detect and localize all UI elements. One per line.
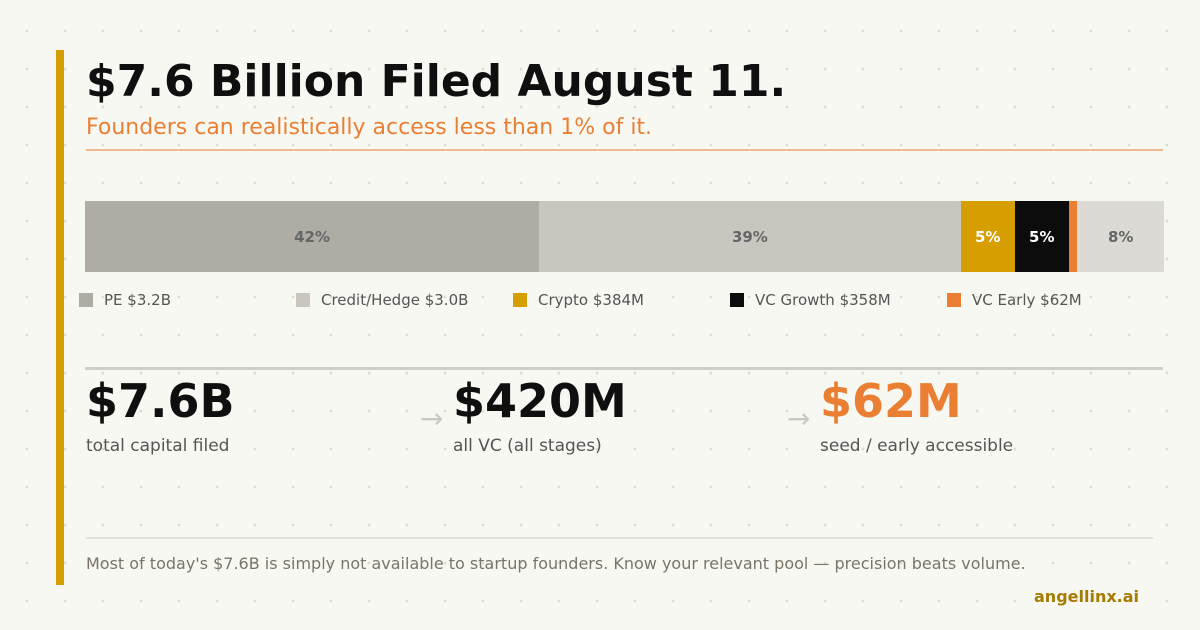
title-divider — [86, 149, 1163, 151]
legend-label: Crypto $384M — [538, 291, 644, 309]
legend-item: Crypto $384M — [513, 291, 644, 309]
bar-value-label: 5% — [975, 227, 1001, 246]
bar-value-label: 8% — [1107, 227, 1134, 246]
stat-early: $62M seed / early accessible — [820, 376, 1013, 456]
legend-label: VC Early $62M — [972, 291, 1082, 309]
stacked-bar-chart: 42% 39% 5% 5% 8% — [85, 201, 1164, 272]
brand-link[interactable]: angellinx.ai — [1034, 587, 1140, 606]
arrow-right-icon: → — [787, 402, 811, 435]
legend-label: VC Growth $358M — [755, 291, 891, 309]
arrow-right-icon: → — [420, 402, 444, 435]
stat-early-label: seed / early accessible — [820, 436, 1014, 456]
legend-item: Credit/Hedge $3.0B — [296, 291, 468, 309]
bar-value-label: 5% — [1029, 227, 1055, 246]
stat-vc-value: $420M — [453, 374, 627, 428]
footer-divider — [86, 537, 1153, 539]
legend-item: VC Early $62M — [947, 291, 1082, 309]
legend-swatch — [296, 293, 310, 307]
legend-item: VC Growth $358M — [730, 291, 891, 309]
footnote: Most of today's $7.6B is simply not avai… — [86, 554, 1026, 573]
stat-total-value: $7.6B — [86, 374, 235, 428]
accent-bar — [56, 50, 64, 585]
stat-total-label: total capital filed — [86, 436, 230, 456]
page-subtitle: Founders can realistically access less t… — [86, 115, 653, 140]
bar-segment-credit-hedge: 39% — [539, 201, 961, 272]
stat-total: $7.6B total capital filed — [86, 376, 235, 456]
legend-swatch — [79, 293, 93, 307]
bar-segment-crypto: 5% — [960, 201, 1015, 272]
stat-early-value: $62M — [820, 374, 962, 428]
legend-label: Credit/Hedge $3.0B — [321, 291, 469, 309]
legend-item: PE $3.2B — [79, 291, 171, 309]
legend-label: PE $3.2B — [104, 291, 171, 309]
bar-segment-vc-growth: 5% — [1014, 201, 1069, 272]
bar-segment-other: 8% — [1077, 201, 1164, 272]
bar-segment-vc-early — [1068, 201, 1078, 272]
legend-swatch — [513, 293, 527, 307]
bar-value-label: 42% — [294, 227, 330, 246]
stat-vc: $420M all VC (all stages) — [453, 376, 627, 456]
legend-swatch — [730, 293, 744, 307]
page-title: $7.6 Billion Filed August 11. — [86, 56, 787, 107]
legend-swatch — [947, 293, 961, 307]
bar-segment-pe: 42% — [85, 201, 540, 272]
stat-vc-label: all VC (all stages) — [453, 436, 602, 456]
chart-legend: PE $3.2B Credit/Hedge $3.0B Crypto $384M VC… — [79, 291, 1179, 311]
bar-value-label: 39% — [731, 227, 768, 246]
section-divider — [85, 367, 1163, 370]
